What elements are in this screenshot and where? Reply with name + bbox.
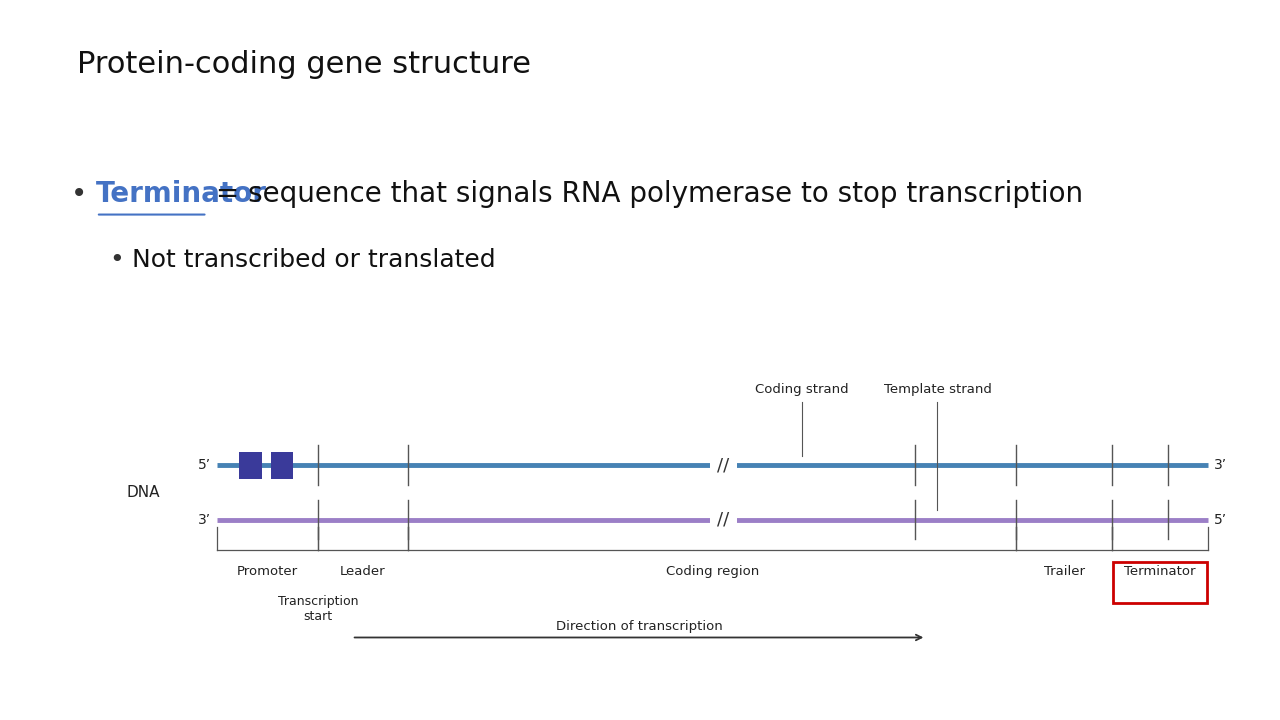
Bar xyxy=(239,451,261,479)
Text: Leader: Leader xyxy=(340,565,385,578)
Text: Not transcribed or translated: Not transcribed or translated xyxy=(132,248,495,272)
Text: Transcription
start: Transcription start xyxy=(278,595,358,623)
Bar xyxy=(710,444,737,486)
Text: •: • xyxy=(109,248,124,272)
Bar xyxy=(270,451,293,479)
Text: Direction of transcription: Direction of transcription xyxy=(556,620,722,633)
Bar xyxy=(710,498,737,541)
Text: Template strand: Template strand xyxy=(883,382,992,395)
Text: 3’: 3’ xyxy=(1213,458,1226,472)
Text: Protein-coding gene structure: Protein-coding gene structure xyxy=(77,50,531,79)
Text: Terminator: Terminator xyxy=(96,180,268,208)
Text: 3’: 3’ xyxy=(198,513,211,526)
Text: •: • xyxy=(70,180,87,208)
Text: DNA: DNA xyxy=(127,485,160,500)
Text: 5’: 5’ xyxy=(198,458,211,472)
Text: Coding strand: Coding strand xyxy=(755,382,849,395)
Text: //: // xyxy=(717,510,730,528)
Text: = sequence that signals RNA polymerase to stop transcription: = sequence that signals RNA polymerase t… xyxy=(207,180,1083,208)
Text: Trailer: Trailer xyxy=(1043,565,1084,578)
Bar xyxy=(1114,562,1207,603)
Text: //: // xyxy=(717,456,730,474)
Text: Coding region: Coding region xyxy=(666,565,759,578)
Text: Terminator: Terminator xyxy=(1124,565,1196,578)
Text: Promoter: Promoter xyxy=(237,565,298,578)
Text: 5’: 5’ xyxy=(1213,513,1226,526)
